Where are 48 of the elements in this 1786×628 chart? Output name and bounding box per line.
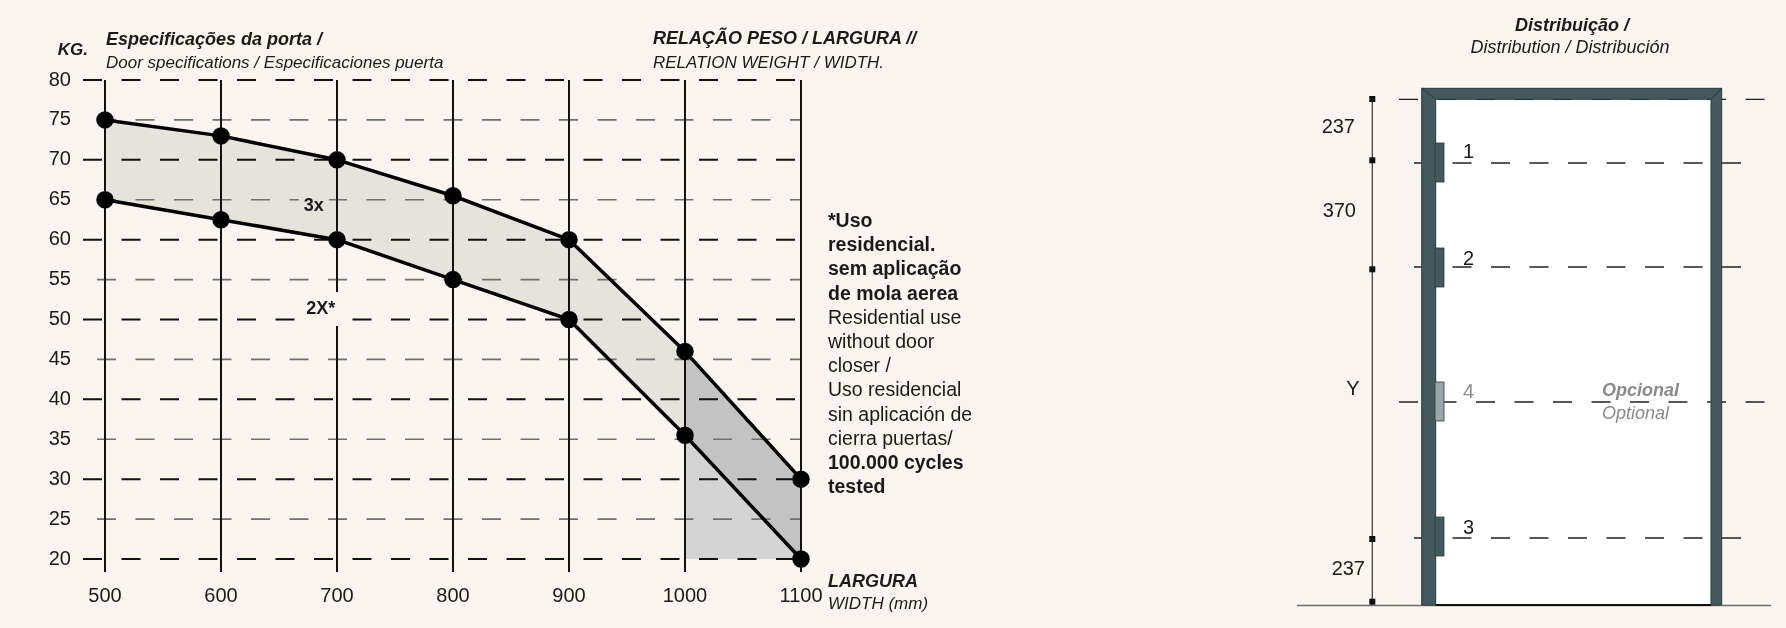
x-tick-label: 700 <box>320 584 354 606</box>
point <box>444 270 462 289</box>
chart-title: Especificações da porta / <box>106 29 325 49</box>
point <box>676 426 694 445</box>
y-tick-label: 25 <box>48 506 71 529</box>
y-tick-label: 30 <box>48 466 71 489</box>
y-tick-label: 45 <box>48 346 71 369</box>
annotation: 3x <box>303 194 324 215</box>
text: RELATION WEIGHT / WIDTH. <box>653 53 885 72</box>
y-tick-label: 70 <box>48 147 71 170</box>
y-tick-label: 60 <box>48 227 71 250</box>
y-tick-label: 50 <box>48 307 71 330</box>
y-tick-label: 20 <box>48 546 71 569</box>
chart-subtitle: Door specifications / Especificaciones puerta <box>106 53 444 72</box>
point <box>212 127 230 145</box>
x-tick-label: 500 <box>88 584 122 606</box>
x-tick-label: 600 <box>204 584 238 606</box>
point <box>792 550 810 568</box>
point <box>328 230 346 249</box>
x-axis-title: LARGURA WIDTH (mm) <box>828 571 929 613</box>
point <box>560 310 578 329</box>
text: Distribuição / <box>1514 14 1630 36</box>
point <box>676 342 694 361</box>
point <box>792 470 810 488</box>
y-axis-title: KG. <box>57 40 88 59</box>
y-tick-label: 35 <box>48 426 71 449</box>
x-tick-label: 800 <box>436 584 470 606</box>
x-tick-label: 1000 <box>662 584 708 606</box>
x-tick-label: 900 <box>552 584 586 606</box>
point <box>560 230 578 249</box>
point <box>328 151 346 169</box>
text: Uso residencial sin aplicación de cierra puertas/ <box>828 378 973 449</box>
point <box>444 187 462 205</box>
text: Distribution / Distribución <box>1470 36 1670 58</box>
text: *Uso residencial. sem aplicação de mola aerea <box>828 209 962 304</box>
text: Residential use without door closer / <box>827 305 962 377</box>
point <box>96 111 114 129</box>
y-tick-label: 65 <box>48 187 71 210</box>
text: RELAÇÃO PESO / LARGURA // <box>653 27 919 48</box>
y-tick-label: 80 <box>48 67 71 90</box>
text: 100.000 cycles tested <box>828 451 964 498</box>
y-tick-label: 55 <box>48 267 71 290</box>
point <box>212 210 230 229</box>
point <box>96 191 114 209</box>
x-tick-label: 1100 <box>779 584 823 606</box>
annotation: 2X* <box>306 297 336 318</box>
y-tick-label: 75 <box>48 107 71 130</box>
y-tick-label: 40 <box>48 386 71 409</box>
